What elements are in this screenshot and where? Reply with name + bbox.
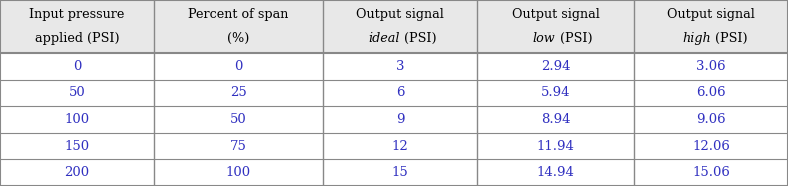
Text: applied (PSI): applied (PSI) [35, 32, 119, 45]
Text: 9.06: 9.06 [697, 113, 726, 126]
Text: low: low [533, 32, 556, 45]
Text: 3.06: 3.06 [697, 60, 726, 73]
Text: 150: 150 [65, 140, 89, 153]
Text: 15: 15 [392, 166, 408, 179]
Text: 6.06: 6.06 [697, 86, 726, 99]
Text: Percent of span: Percent of span [188, 8, 288, 21]
Text: 200: 200 [65, 166, 89, 179]
Text: Input pressure: Input pressure [29, 8, 125, 21]
Text: 100: 100 [226, 166, 251, 179]
Text: high: high [682, 32, 711, 45]
Text: 100: 100 [65, 113, 89, 126]
Text: 12.06: 12.06 [692, 140, 730, 153]
Text: 8.94: 8.94 [541, 113, 571, 126]
Text: Output signal: Output signal [511, 8, 600, 21]
Text: 14.94: 14.94 [537, 166, 574, 179]
Text: 0: 0 [72, 60, 81, 73]
Bar [0, 0, 788, 53]
Text: 75: 75 [230, 140, 247, 153]
Text: (PSI): (PSI) [400, 32, 437, 45]
Text: 5.94: 5.94 [541, 86, 571, 99]
Text: ideal: ideal [369, 32, 400, 45]
Text: 11.94: 11.94 [537, 140, 574, 153]
Text: 15.06: 15.06 [692, 166, 730, 179]
Text: 50: 50 [230, 113, 247, 126]
Text: 9: 9 [396, 113, 404, 126]
Text: Output signal: Output signal [667, 8, 755, 21]
Text: (PSI): (PSI) [711, 32, 748, 45]
Text: 0: 0 [234, 60, 243, 73]
Text: 6: 6 [396, 86, 404, 99]
Text: 2.94: 2.94 [541, 60, 571, 73]
Bar [0, 53, 788, 186]
Text: (%): (%) [227, 32, 250, 45]
Text: Output signal: Output signal [356, 8, 444, 21]
Text: 50: 50 [69, 86, 85, 99]
Text: (PSI): (PSI) [556, 32, 592, 45]
Text: 12: 12 [392, 140, 408, 153]
Text: 3: 3 [396, 60, 404, 73]
Text: 25: 25 [230, 86, 247, 99]
